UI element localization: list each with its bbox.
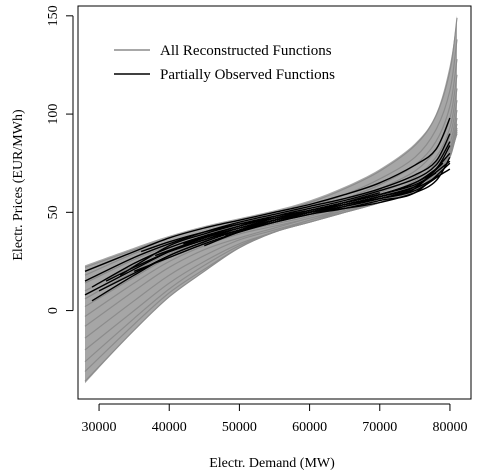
x-tick-label-1: 40000 xyxy=(152,420,187,435)
observed-curve-2 xyxy=(91,141,451,288)
axis-layer: 30000 40000 50000 60000 70000 80000 0 50 100 150 xyxy=(46,5,467,435)
legend-label-reconstructed: All Reconstructed Functions xyxy=(160,43,332,59)
legend: All Reconstructed Functions Partially Ob… xyxy=(114,43,335,83)
observed-curve-0 xyxy=(84,117,451,272)
observed-curve-14 xyxy=(225,160,451,237)
x-tick-label-0: 30000 xyxy=(82,420,117,435)
observed-curve-1 xyxy=(84,133,451,282)
y-tick-label-1: 50 xyxy=(46,205,61,219)
observed-curve-12 xyxy=(183,172,437,245)
plot-frame xyxy=(77,5,472,400)
data-layer xyxy=(84,15,458,384)
x-axis-title: Electr. Demand (MW) xyxy=(209,456,335,471)
y-tick-label-2: 100 xyxy=(46,104,61,125)
y-axis-title: Electr. Prices (EUR/MWh) xyxy=(11,109,26,261)
x-tick-label-3: 60000 xyxy=(292,420,327,435)
x-tick-label-2: 50000 xyxy=(222,420,257,435)
y-tick-label-0: 0 xyxy=(46,307,61,314)
x-tick-label-4: 70000 xyxy=(362,420,397,435)
x-tick-label-5: 80000 xyxy=(432,420,467,435)
legend-label-partial: Partially Observed Functions xyxy=(160,67,335,83)
y-tick-label-3: 150 xyxy=(46,5,61,26)
